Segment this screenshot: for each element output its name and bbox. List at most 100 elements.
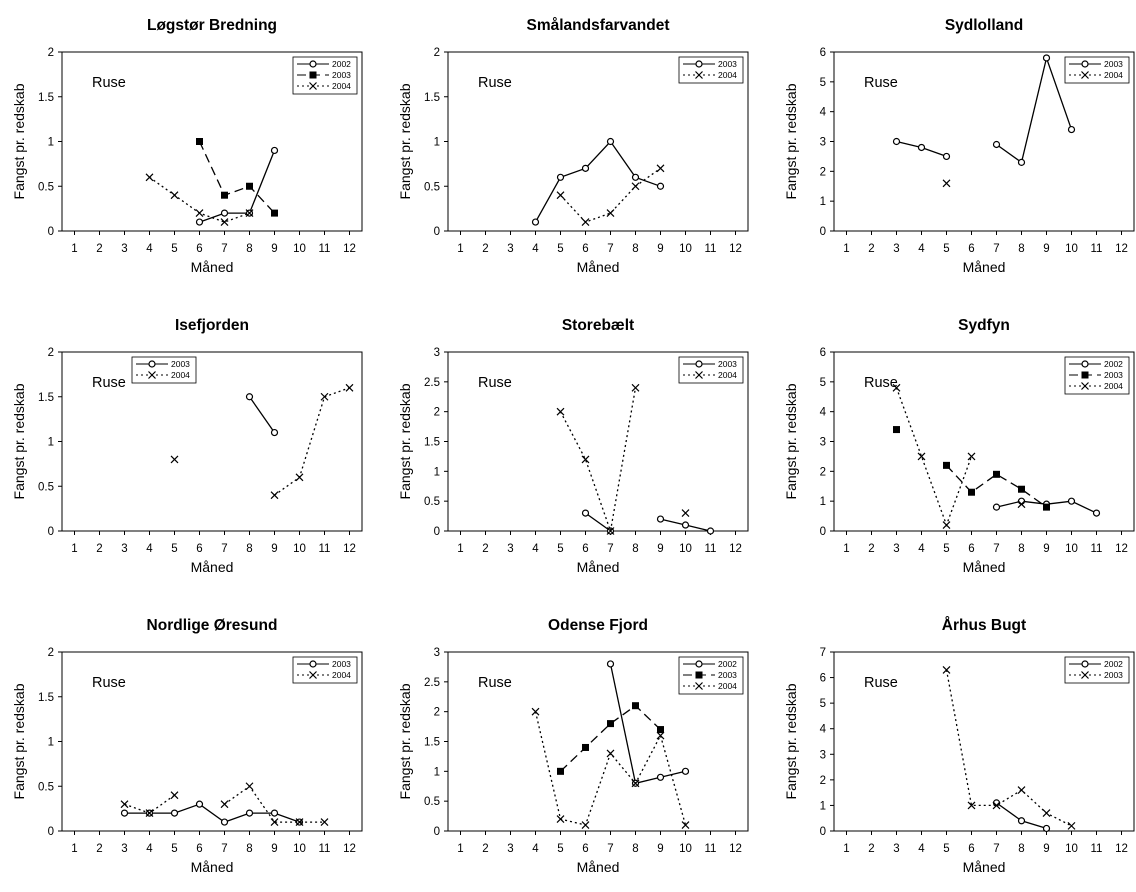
x-tick-label: 4 <box>918 243 925 255</box>
data-point <box>120 809 129 817</box>
series-line <box>996 55 1073 164</box>
y-tick-label: 4 <box>820 724 827 736</box>
legend-marker <box>1081 360 1089 368</box>
data-point <box>606 137 615 146</box>
data-point <box>556 815 565 823</box>
x-tick-label: 4 <box>146 243 153 255</box>
x-tick-label: 11 <box>1091 843 1103 855</box>
y-tick-label: 6 <box>820 47 826 59</box>
y-tick-label: 3 <box>820 437 826 449</box>
legend-label: 2004 <box>718 681 737 691</box>
x-tick-label: 1 <box>457 543 463 555</box>
series-line <box>199 150 276 223</box>
x-tick-label: 10 <box>293 843 306 855</box>
data-point <box>992 140 1001 149</box>
data-point <box>170 791 179 800</box>
x-tick-label: 11 <box>319 243 331 255</box>
data-point <box>943 461 950 469</box>
x-tick-label: 4 <box>532 843 539 855</box>
series-2003 <box>892 54 1076 166</box>
x-tick-label: 3 <box>507 543 513 555</box>
series-2004 <box>145 173 254 226</box>
legend-box <box>292 656 358 684</box>
x-tick-label: 7 <box>221 543 227 555</box>
y-tick-label: 2 <box>820 166 826 178</box>
legend-marker <box>309 60 317 68</box>
ruse-annotation: Ruse <box>478 675 512 691</box>
series-2003 <box>245 393 279 437</box>
ruse-annotation: Ruse <box>478 375 512 391</box>
x-tick-label: 12 <box>343 243 356 255</box>
data-point <box>1067 821 1076 830</box>
data-point <box>195 800 204 808</box>
y-tick-label: 2 <box>820 775 826 787</box>
x-tick-label: 10 <box>679 543 692 555</box>
series-line <box>559 387 637 534</box>
y-tick-label: 1 <box>434 137 440 149</box>
data-point <box>606 660 615 668</box>
legend-label: 2004 <box>171 370 190 380</box>
x-tick-label: 11 <box>705 243 717 255</box>
x-tick-label: 1 <box>71 543 77 555</box>
y-axis-label: Fangst pr. redskab <box>11 683 27 799</box>
data-point <box>1017 817 1026 825</box>
series-line <box>534 140 661 223</box>
x-tick-label: 6 <box>196 243 202 255</box>
y-tick-label: 2 <box>434 707 440 719</box>
legend-marker <box>695 360 703 368</box>
series-line <box>248 396 276 433</box>
data-point <box>120 800 129 809</box>
y-tick-label: 0.5 <box>38 181 54 193</box>
x-tick-label: 1 <box>457 843 463 855</box>
data-point <box>196 138 203 145</box>
y-tick-label: 1.5 <box>38 692 54 704</box>
legend-label: 2003 <box>1104 370 1123 380</box>
data-point <box>1042 824 1051 833</box>
x-tick-label: 2 <box>482 843 488 855</box>
data-point <box>581 164 590 172</box>
data-point <box>270 146 279 155</box>
data-point <box>942 665 951 674</box>
x-tick-label: 10 <box>679 243 692 255</box>
legend-label: 2004 <box>718 70 737 80</box>
legend-marker <box>695 660 703 668</box>
x-tick-label: 2 <box>482 543 488 555</box>
x-axis-label: Måned <box>577 859 620 875</box>
x-tick-label: 10 <box>679 843 692 855</box>
data-point <box>631 383 640 392</box>
x-tick-label: 5 <box>171 843 177 855</box>
y-tick-label: 0.5 <box>424 181 440 193</box>
data-point <box>270 818 279 826</box>
x-tick-label: 7 <box>993 243 999 255</box>
data-point <box>656 731 665 740</box>
series-2004 <box>892 383 1026 529</box>
x-tick-label: 5 <box>557 543 563 555</box>
ruse-annotation: Ruse <box>92 375 126 391</box>
data-point <box>631 182 640 191</box>
x-tick-label: 12 <box>343 843 356 855</box>
x-tick-label: 2 <box>96 243 102 255</box>
chart-title: Sydlolland <box>945 17 1023 34</box>
y-tick-label: 3 <box>820 137 826 149</box>
data-point <box>1042 809 1051 818</box>
x-axis-label: Måned <box>963 259 1006 275</box>
x-tick-label: 3 <box>121 843 127 855</box>
y-tick-label: 0 <box>434 526 440 538</box>
y-tick-label: 1 <box>48 137 54 149</box>
legend-marker <box>1081 660 1089 668</box>
legend-label: 2003 <box>171 359 190 369</box>
data-point <box>170 809 179 817</box>
chart-panel-sydlolland: Sydlolland 0 1 2 3 4 5 6 1 2 3 4 5 6 7 8 9 10 11 12 Måned Fan… <box>772 0 1135 290</box>
y-tick-label: 6 <box>820 673 826 685</box>
y-axis-label: Fangst pr. redskab <box>783 683 799 799</box>
x-tick-label: 6 <box>196 843 202 855</box>
x-axis-label: Måned <box>191 859 234 875</box>
data-point <box>892 383 901 392</box>
data-point <box>245 209 254 218</box>
data-point <box>1067 497 1076 505</box>
